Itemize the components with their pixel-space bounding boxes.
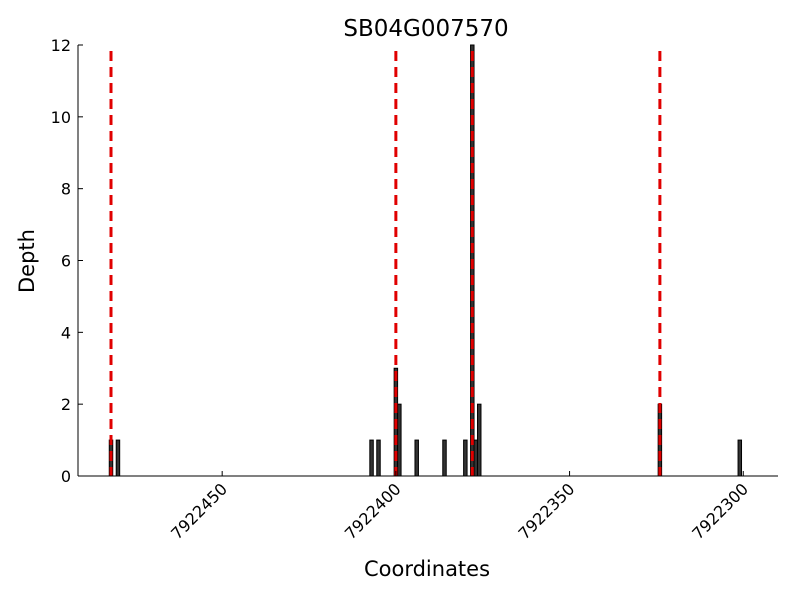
bar <box>473 439 479 477</box>
bar <box>477 403 482 477</box>
y-tick-label: 12 <box>51 36 71 55</box>
y-tick-label: 8 <box>61 180 71 199</box>
bar <box>115 439 121 477</box>
y-tick-label: 10 <box>51 108 71 127</box>
bar <box>376 439 381 477</box>
bar <box>414 439 419 477</box>
y-tick-label: 4 <box>61 323 71 342</box>
x-tick-label: 7922450 <box>167 479 231 543</box>
y-axis-label: Depth <box>15 229 39 293</box>
bar <box>463 439 468 477</box>
bar <box>737 439 743 477</box>
bar <box>369 439 374 477</box>
y-tick-label: 2 <box>61 395 71 414</box>
bar <box>442 439 447 477</box>
x-tick-label: 7922400 <box>341 479 405 543</box>
y-tick-label: 6 <box>61 252 71 271</box>
chart-title: SB04G007570 <box>343 16 508 42</box>
y-tick-label: 0 <box>61 467 71 486</box>
x-axis-label: Coordinates <box>364 557 490 581</box>
x-tick-label: 7922300 <box>688 479 752 543</box>
x-tick-label: 7922350 <box>515 479 579 543</box>
bar <box>397 403 402 477</box>
